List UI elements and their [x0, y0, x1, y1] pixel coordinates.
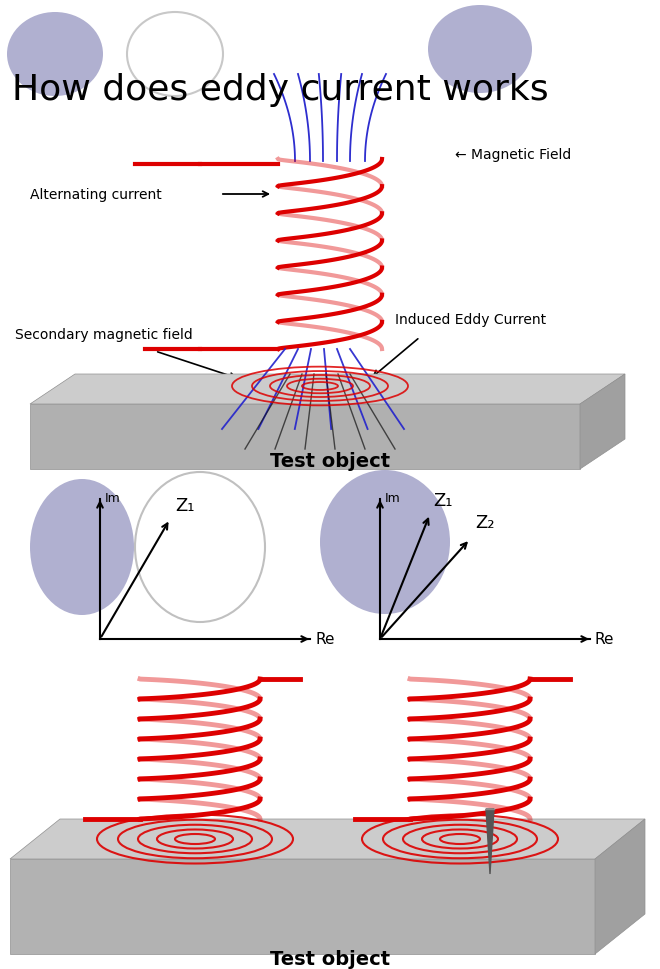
- Polygon shape: [10, 819, 645, 860]
- Polygon shape: [30, 405, 580, 470]
- Polygon shape: [580, 375, 625, 470]
- Polygon shape: [10, 860, 595, 954]
- Text: Z₁: Z₁: [175, 496, 195, 515]
- Ellipse shape: [30, 480, 134, 615]
- Polygon shape: [30, 375, 625, 405]
- Ellipse shape: [320, 471, 450, 614]
- Text: Induced Eddy Current: Induced Eddy Current: [395, 313, 546, 327]
- Polygon shape: [595, 819, 645, 954]
- Ellipse shape: [135, 473, 265, 622]
- Text: Im: Im: [385, 491, 401, 505]
- Ellipse shape: [428, 6, 532, 94]
- Text: Z₂: Z₂: [475, 514, 494, 531]
- Text: ← Magnetic Field: ← Magnetic Field: [455, 148, 572, 162]
- Text: How does eddy current works: How does eddy current works: [12, 73, 548, 107]
- Text: Secondary magnetic field: Secondary magnetic field: [15, 328, 193, 342]
- Text: Test object: Test object: [270, 452, 390, 471]
- Text: Z₁: Z₁: [433, 491, 453, 510]
- Ellipse shape: [7, 13, 103, 97]
- Ellipse shape: [127, 13, 223, 97]
- Text: Test object: Test object: [270, 950, 390, 968]
- Text: Alternating current: Alternating current: [30, 188, 162, 202]
- Polygon shape: [486, 809, 494, 874]
- Text: Re: Re: [315, 632, 335, 647]
- Text: Im: Im: [105, 491, 121, 505]
- Text: Re: Re: [595, 632, 614, 647]
